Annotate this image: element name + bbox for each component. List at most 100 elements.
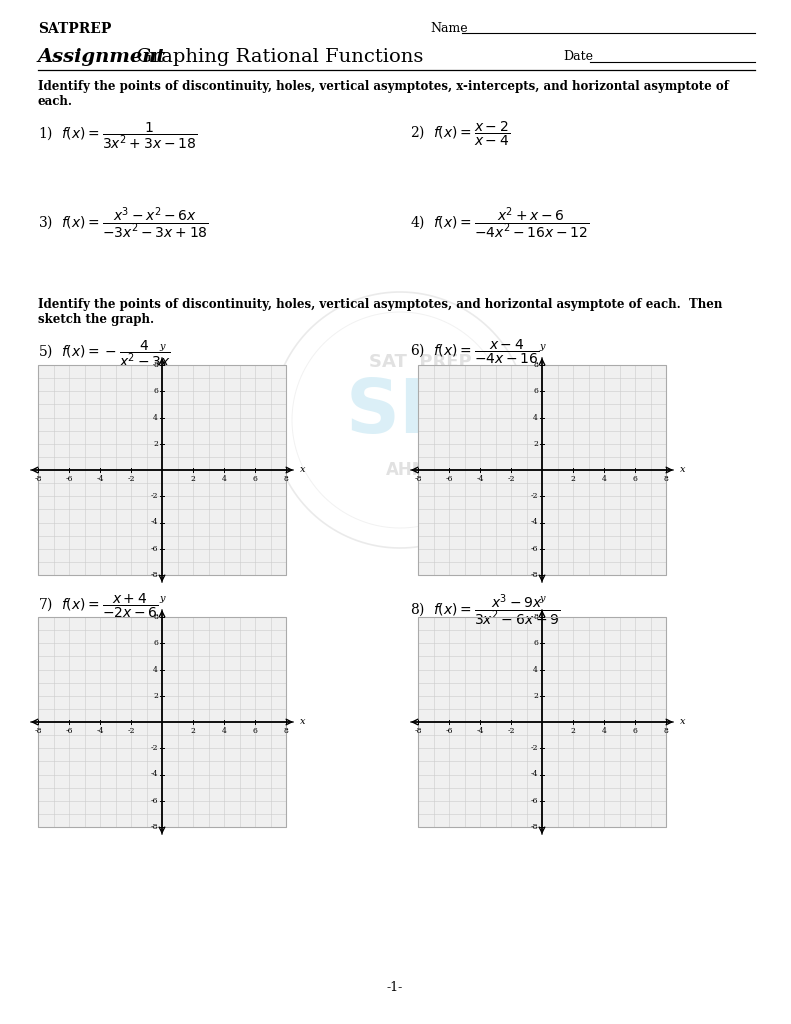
Text: x: x bbox=[680, 466, 686, 474]
Text: -8: -8 bbox=[150, 571, 158, 579]
Text: 6: 6 bbox=[252, 727, 257, 735]
Text: each.: each. bbox=[38, 95, 73, 108]
Bar bbox=[38, 617, 286, 827]
Text: 6: 6 bbox=[633, 727, 638, 735]
Text: 4: 4 bbox=[602, 727, 607, 735]
Text: 2: 2 bbox=[533, 439, 538, 447]
Text: 4: 4 bbox=[221, 475, 226, 483]
Text: 4: 4 bbox=[221, 727, 226, 735]
Text: -2: -2 bbox=[531, 744, 538, 753]
Text: -1-: -1- bbox=[387, 981, 403, 994]
Text: 4: 4 bbox=[153, 666, 158, 674]
Text: 6: 6 bbox=[533, 387, 538, 395]
Text: -6: -6 bbox=[150, 797, 158, 805]
Text: -8: -8 bbox=[531, 823, 538, 831]
Text: AHMED: AHMED bbox=[386, 461, 454, 479]
Text: 8: 8 bbox=[283, 727, 289, 735]
Text: -4: -4 bbox=[150, 770, 158, 778]
Text: 8: 8 bbox=[664, 727, 668, 735]
Text: 2: 2 bbox=[570, 727, 575, 735]
Text: y: y bbox=[159, 594, 165, 603]
Text: 4: 4 bbox=[533, 666, 538, 674]
Text: 2: 2 bbox=[153, 692, 158, 699]
Text: 6: 6 bbox=[153, 639, 158, 647]
Text: -6: -6 bbox=[150, 545, 158, 553]
Bar bbox=[38, 365, 286, 575]
Text: Identify the points of discontinuity, holes, vertical asymptotes, and horizontal: Identify the points of discontinuity, ho… bbox=[38, 298, 722, 311]
Text: 7)  $f(x) = \dfrac{x+4}{-2x-6}$: 7) $f(x) = \dfrac{x+4}{-2x-6}$ bbox=[38, 592, 158, 621]
Text: -8: -8 bbox=[531, 571, 538, 579]
Text: 2: 2 bbox=[191, 475, 195, 483]
Bar bbox=[418, 365, 666, 575]
Text: -6: -6 bbox=[445, 475, 452, 483]
Text: 2: 2 bbox=[570, 475, 575, 483]
Text: y: y bbox=[539, 594, 545, 603]
Text: -2: -2 bbox=[150, 493, 158, 501]
Text: 6: 6 bbox=[533, 639, 538, 647]
Text: -2: -2 bbox=[150, 744, 158, 753]
Text: -4: -4 bbox=[476, 727, 484, 735]
Text: 4: 4 bbox=[602, 475, 607, 483]
Text: Date: Date bbox=[563, 50, 593, 63]
Text: 2: 2 bbox=[533, 692, 538, 699]
Text: 4: 4 bbox=[153, 414, 158, 422]
Text: y: y bbox=[159, 342, 165, 351]
Text: -2: -2 bbox=[507, 475, 515, 483]
Text: 4)  $f(x) = \dfrac{x^2+x-6}{-4x^2-16x-12}$: 4) $f(x) = \dfrac{x^2+x-6}{-4x^2-16x-12}… bbox=[410, 205, 589, 241]
Text: Identify the points of discontinuity, holes, vertical asymptotes, x-intercepts, : Identify the points of discontinuity, ho… bbox=[38, 80, 729, 93]
Bar bbox=[38, 617, 286, 827]
Text: 3)  $f(x) = \dfrac{x^3-x^2-6x}{-3x^2-3x+18}$: 3) $f(x) = \dfrac{x^3-x^2-6x}{-3x^2-3x+1… bbox=[38, 205, 209, 241]
Text: -6: -6 bbox=[65, 727, 73, 735]
Text: SAT  PREP: SAT PREP bbox=[369, 353, 471, 371]
Text: 6: 6 bbox=[252, 475, 257, 483]
Text: -2: -2 bbox=[127, 475, 134, 483]
Bar bbox=[418, 365, 666, 575]
Bar bbox=[38, 365, 286, 575]
Text: 6: 6 bbox=[153, 387, 158, 395]
Text: Assignment: Assignment bbox=[38, 48, 173, 66]
Text: -4: -4 bbox=[97, 727, 104, 735]
Text: -4: -4 bbox=[476, 475, 484, 483]
Text: 6)  $f(x) = \dfrac{x-4}{-4x-16}$: 6) $f(x) = \dfrac{x-4}{-4x-16}$ bbox=[410, 338, 539, 367]
Text: y: y bbox=[539, 342, 545, 351]
Text: 8)  $f(x) = \dfrac{x^3-9x}{3x^2-6x-9}$: 8) $f(x) = \dfrac{x^3-9x}{3x^2-6x-9}$ bbox=[410, 592, 560, 628]
Text: -6: -6 bbox=[445, 727, 452, 735]
Text: x: x bbox=[300, 718, 305, 726]
Text: 8: 8 bbox=[153, 361, 158, 369]
Text: 8: 8 bbox=[283, 475, 289, 483]
Text: 8: 8 bbox=[664, 475, 668, 483]
Text: 4: 4 bbox=[533, 414, 538, 422]
Text: sketch the graph.: sketch the graph. bbox=[38, 313, 154, 326]
Text: x: x bbox=[680, 718, 686, 726]
Text: -4: -4 bbox=[531, 770, 538, 778]
Text: 8: 8 bbox=[533, 613, 538, 621]
Text: 2: 2 bbox=[153, 439, 158, 447]
Text: SP: SP bbox=[346, 376, 455, 449]
Text: 5)  $f(x) = -\dfrac{4}{x^2-3x}$: 5) $f(x) = -\dfrac{4}{x^2-3x}$ bbox=[38, 338, 171, 369]
Text: -8: -8 bbox=[34, 727, 42, 735]
Text: 8: 8 bbox=[153, 613, 158, 621]
Text: -8: -8 bbox=[150, 823, 158, 831]
Bar bbox=[418, 617, 666, 827]
Text: -6: -6 bbox=[531, 797, 538, 805]
Text: 1)  $f(x) = \dfrac{1}{3x^2+3x-18}$: 1) $f(x) = \dfrac{1}{3x^2+3x-18}$ bbox=[38, 120, 197, 151]
Text: x: x bbox=[300, 466, 305, 474]
Text: -6: -6 bbox=[65, 475, 73, 483]
Text: 6: 6 bbox=[633, 475, 638, 483]
Text: 8: 8 bbox=[533, 361, 538, 369]
Text: Name: Name bbox=[430, 22, 467, 35]
Text: -6: -6 bbox=[531, 545, 538, 553]
Text: -4: -4 bbox=[531, 518, 538, 526]
Text: -4: -4 bbox=[150, 518, 158, 526]
Text: -2: -2 bbox=[127, 727, 134, 735]
Text: 2: 2 bbox=[191, 727, 195, 735]
Bar bbox=[418, 617, 666, 827]
Text: -8: -8 bbox=[414, 727, 422, 735]
Text: -8: -8 bbox=[414, 475, 422, 483]
Text: -2: -2 bbox=[507, 727, 515, 735]
Text: -8: -8 bbox=[34, 475, 42, 483]
Text: :Graphing Rational Functions: :Graphing Rational Functions bbox=[130, 48, 423, 66]
Text: SATPREP: SATPREP bbox=[38, 22, 112, 36]
Text: -4: -4 bbox=[97, 475, 104, 483]
Text: -2: -2 bbox=[531, 493, 538, 501]
